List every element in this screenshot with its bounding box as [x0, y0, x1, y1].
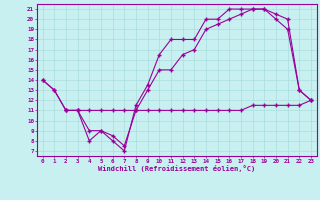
- X-axis label: Windchill (Refroidissement éolien,°C): Windchill (Refroidissement éolien,°C): [98, 165, 255, 172]
